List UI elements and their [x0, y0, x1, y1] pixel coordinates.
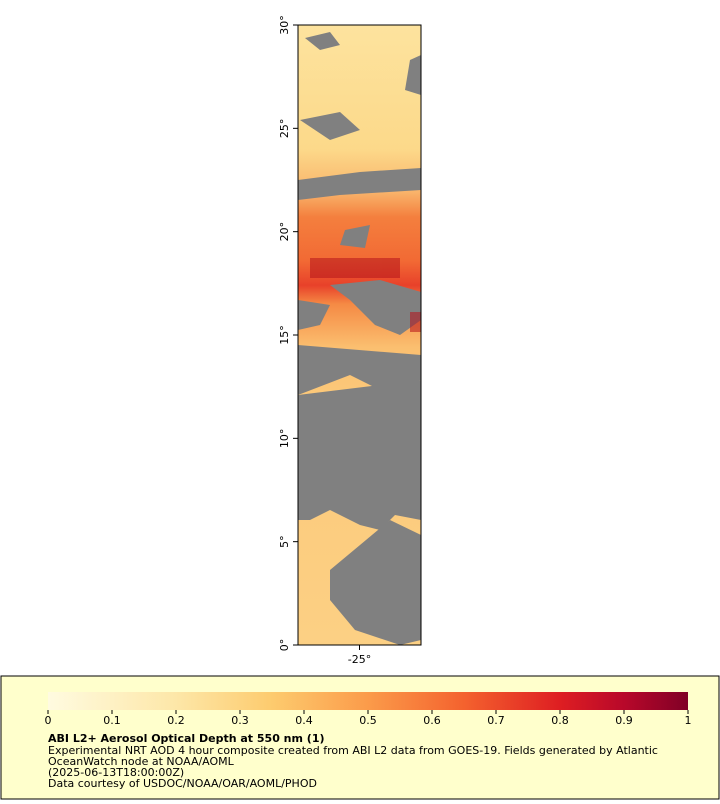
colorbar — [48, 692, 688, 710]
y-tick-label: 30° — [278, 15, 291, 35]
colorbar-tick-label: 0 — [45, 714, 52, 727]
legend-line: Experimental NRT AOD 4 hour composite cr… — [48, 744, 658, 757]
colorbar-tick-label: 0.2 — [167, 714, 185, 727]
colorbar-tick-label: 1 — [685, 714, 692, 727]
y-tick-label: 0° — [278, 639, 291, 652]
legend-line: (2025-06-13T18:00:00Z) — [48, 766, 184, 779]
y-tick-label: 20° — [278, 222, 291, 242]
colorbar-tick-label: 0.6 — [423, 714, 441, 727]
aod-map — [298, 25, 421, 645]
y-tick-label: 10° — [278, 429, 291, 449]
x-tick-label: -25° — [348, 653, 371, 666]
legend-line: Data courtesy of USDOC/NOAA/OAR/AOML/PHO… — [48, 777, 317, 790]
y-tick-label: 15° — [278, 325, 291, 345]
colorbar-axis: 0 0.1 0.2 0.3 0.4 0.5 0.6 0.7 0.8 0.9 1 — [45, 710, 692, 727]
high-aod — [310, 258, 421, 332]
legend-title: ABI L2+ Aerosol Optical Depth at 550 nm … — [48, 732, 325, 745]
no-data — [298, 32, 421, 645]
colorbar-tick-label: 0.5 — [359, 714, 377, 727]
colorbar-tick-label: 0.1 — [103, 714, 121, 727]
axes: 0° 5° 10° 15° 20° 25° 30° -25° — [278, 15, 371, 666]
legend-line: OceanWatch node at NOAA/AOML — [48, 755, 235, 768]
y-tick-label: 25° — [278, 119, 291, 139]
colorbar-tick-label: 0.3 — [231, 714, 249, 727]
colorbar-tick-label: 0.4 — [295, 714, 313, 727]
colorbar-tick-label: 0.7 — [487, 714, 505, 727]
colorbar-tick-label: 0.8 — [551, 714, 569, 727]
y-tick-label: 5° — [278, 535, 291, 548]
colorbar-tick-label: 0.9 — [615, 714, 633, 727]
